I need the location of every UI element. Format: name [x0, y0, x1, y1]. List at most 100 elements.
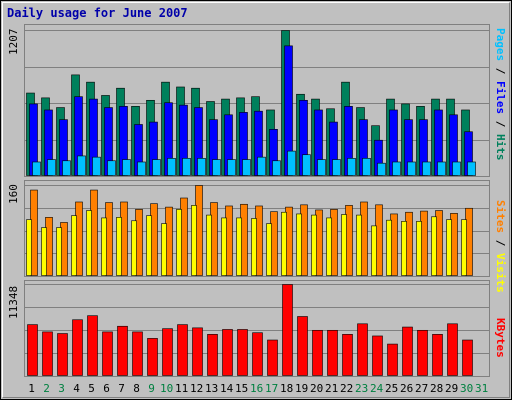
legend-kbytes: KBytes — [494, 318, 507, 358]
kbytes-bar-day-30 — [462, 339, 473, 376]
hits-panel-ymax: 1207 — [7, 28, 20, 56]
legend-pages: Pages — [494, 28, 507, 62]
visits-bar-day-22 — [341, 214, 347, 276]
day-label-23: 23 — [355, 382, 369, 395]
visits-bar-day-4 — [71, 215, 77, 276]
visits-bar-day-26 — [401, 221, 407, 276]
pages-bar-day-8 — [137, 161, 146, 176]
visits-bar-day-29 — [446, 219, 452, 276]
pages-bar-day-2 — [47, 159, 56, 176]
kbytes-bar-day-27 — [417, 329, 428, 376]
kbytes-bar-day-9 — [147, 338, 158, 376]
visits-bar-day-11 — [176, 209, 182, 276]
visits-bar-day-21 — [326, 217, 332, 276]
kbytes-bar-day-11 — [177, 324, 188, 376]
day-label-14: 14 — [220, 382, 234, 395]
kbytes-bar-day-2 — [42, 331, 53, 376]
kbytes-bar-day-3 — [57, 333, 68, 376]
day-label-13: 13 — [205, 382, 219, 395]
day-label-29: 29 — [445, 382, 459, 395]
visits-bar-day-14 — [221, 217, 227, 276]
day-label-25: 25 — [385, 382, 399, 395]
chart-title: Daily usage for June 2007 — [7, 6, 188, 20]
pages-bar-day-1 — [32, 161, 41, 176]
kbytes-panel-ymax: 11348 — [7, 285, 20, 319]
legend-sites: Sites — [494, 200, 507, 234]
visits-bar-day-16 — [251, 218, 257, 276]
visits-bar-day-18 — [281, 211, 287, 276]
pages-bar-day-3 — [62, 160, 71, 176]
kbytes-bar-day-19 — [297, 316, 308, 376]
day-label-30: 30 — [460, 382, 474, 395]
kbytes-bar-day-8 — [132, 331, 143, 376]
kbytes-bar-day-16 — [252, 332, 263, 376]
visits-bar-day-9 — [146, 215, 152, 276]
pages-bar-day-25 — [392, 161, 401, 176]
pages-bar-day-7 — [122, 159, 131, 176]
kbytes-bar-day-20 — [312, 329, 323, 376]
visits-bar-day-6 — [101, 217, 107, 276]
kbytes-bar-day-29 — [447, 323, 458, 376]
day-label-8: 8 — [133, 382, 140, 395]
kbytes-bar-day-10 — [162, 328, 173, 376]
visits-bar-day-7 — [116, 217, 122, 276]
pages-bar-day-18 — [287, 150, 296, 176]
visits-bar-day-20 — [311, 214, 317, 276]
kbytes-bar-day-7 — [117, 325, 128, 376]
day-label-10: 10 — [160, 382, 174, 395]
kbytes-bar-day-4 — [72, 319, 83, 376]
day-label-22: 22 — [340, 382, 354, 395]
day-label-28: 28 — [430, 382, 444, 395]
visits-bar-day-5 — [86, 210, 92, 276]
hits-panel-legend: Pages / Files / Hits — [494, 28, 507, 161]
pages-bar-day-24 — [377, 162, 386, 176]
kbytes-panel-legend: KBytes — [494, 318, 507, 358]
legend-sep-2: / — [494, 114, 507, 134]
visits-bar-day-19 — [296, 213, 302, 276]
sites-panel-legend: Sites / Visits — [494, 200, 507, 293]
kbytes-bar-day-15 — [237, 329, 248, 376]
kbytes-bar-day-18 — [282, 284, 293, 376]
day-label-15: 15 — [235, 382, 249, 395]
legend-sep-1: / — [494, 61, 507, 81]
day-label-1: 1 — [28, 382, 35, 395]
kbytes-bar-day-26 — [402, 326, 413, 376]
kbytes-bar-day-23 — [357, 323, 368, 376]
kbytes-bar-day-21 — [327, 329, 338, 376]
kbytes-bar-day-14 — [222, 329, 233, 376]
visits-bar-day-25 — [386, 219, 392, 276]
pages-bar-day-17 — [272, 160, 281, 176]
day-label-9: 9 — [148, 382, 155, 395]
visits-bar-day-1 — [26, 219, 32, 276]
visits-bar-day-17 — [266, 223, 272, 276]
day-label-2: 2 — [43, 382, 50, 395]
visits-bar-day-10 — [161, 223, 167, 276]
visits-bar-day-28 — [431, 216, 437, 276]
day-label-4: 4 — [73, 382, 80, 395]
legend-hits: Hits — [494, 134, 507, 161]
pages-bar-day-28 — [437, 161, 446, 176]
visits-bar-day-30 — [461, 219, 467, 276]
visits-bar-day-15 — [236, 217, 242, 276]
pages-bar-day-11 — [182, 158, 191, 176]
kbytes-bar-day-17 — [267, 339, 278, 376]
kbytes-bar-day-6 — [102, 331, 113, 376]
sites-panel-ymax: 160 — [7, 184, 20, 204]
visits-bar-day-13 — [206, 214, 212, 276]
pages-bar-day-16 — [257, 156, 266, 176]
day-label-17: 17 — [265, 382, 279, 395]
pages-bar-day-4 — [77, 155, 86, 176]
pages-bar-day-29 — [452, 161, 461, 176]
pages-bar-day-20 — [317, 159, 326, 176]
day-label-6: 6 — [103, 382, 110, 395]
pages-bar-day-30 — [467, 161, 476, 176]
kbytes-bar-day-12 — [192, 327, 203, 376]
visits-bar-day-23 — [356, 214, 362, 276]
legend-files: Files — [494, 81, 507, 115]
visits-bar-day-24 — [371, 225, 377, 276]
legend-sep-3: / — [494, 233, 507, 253]
day-label-31: 31 — [475, 382, 489, 395]
pages-bar-day-15 — [242, 159, 251, 176]
